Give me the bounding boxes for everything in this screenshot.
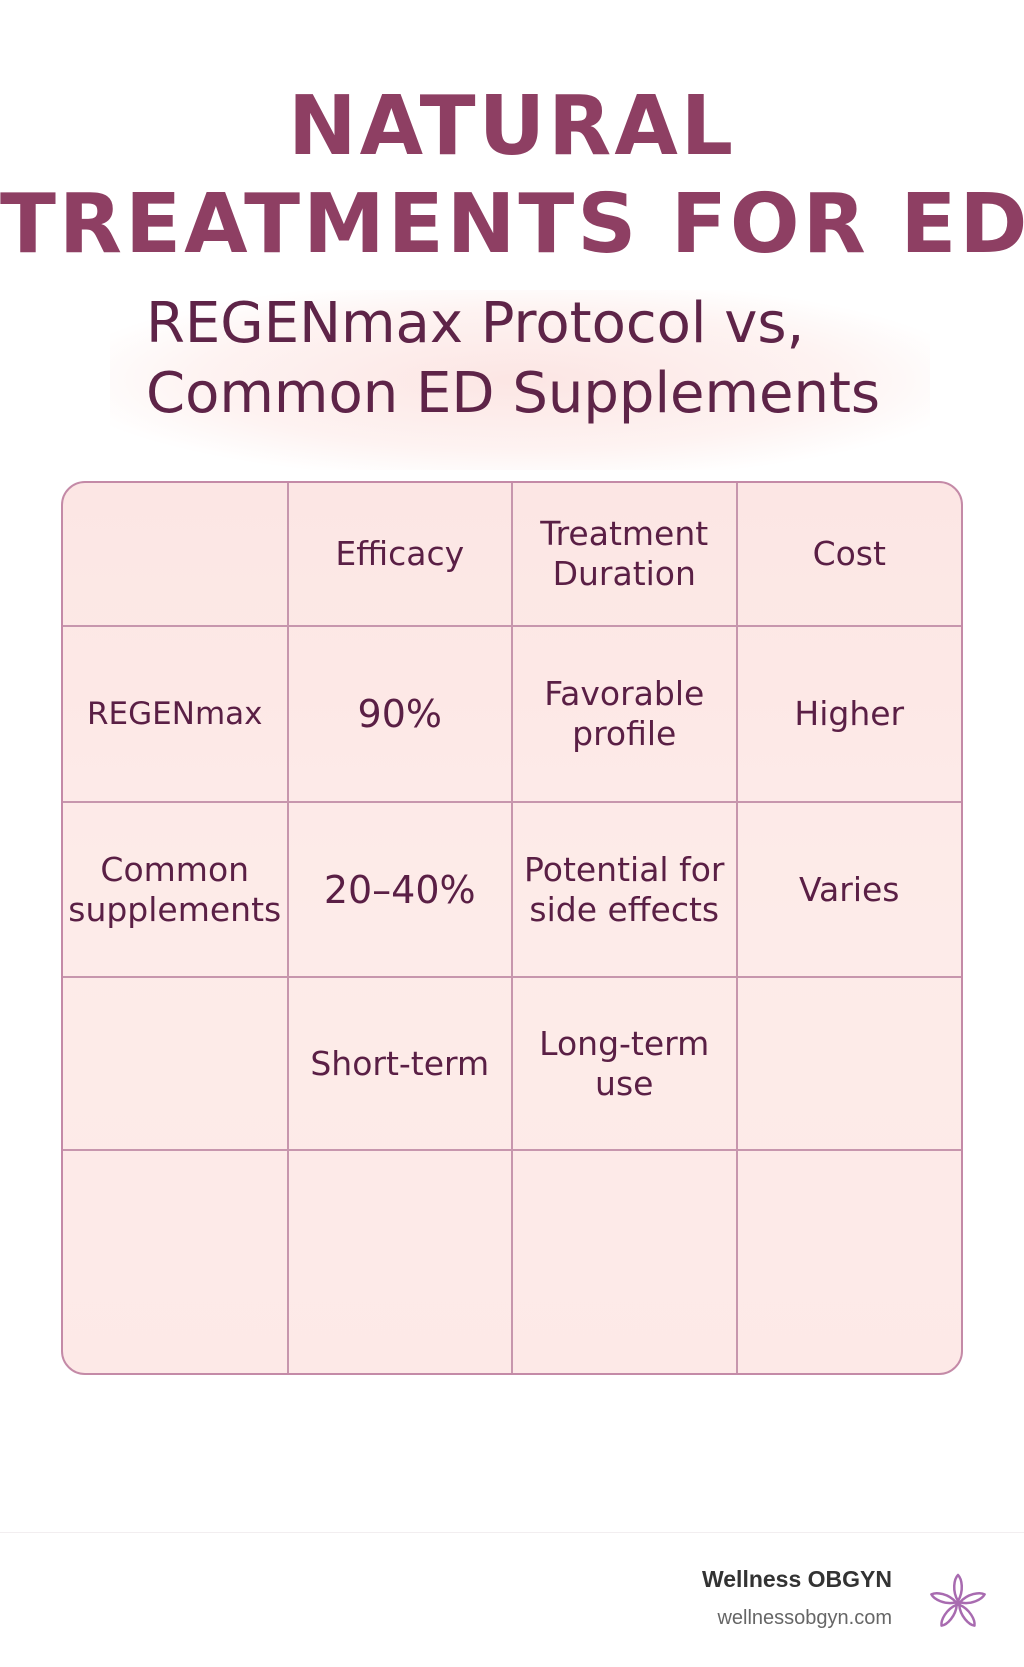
table-cell: Potential for side effects <box>511 801 738 978</box>
row-label-regenmax: REGENmax <box>63 625 289 803</box>
table-cell: Short-term <box>286 976 513 1151</box>
table-cell: Long-term use <box>511 976 738 1151</box>
brand-name: Wellness OBGYN <box>701 1566 892 1592</box>
table-row: REGENmax 90% Favorable profile Higher <box>63 625 961 803</box>
title-line-2: TREATMENTS FOR ED <box>0 177 1024 272</box>
page-title: NATURAL TREATMENTS FOR ED <box>0 78 1024 274</box>
table-cell <box>63 1149 289 1373</box>
table-cell: Favorable profile <box>511 625 738 803</box>
header-cell-cost: Cost <box>735 483 961 627</box>
table-cell <box>511 1149 738 1373</box>
table-cell <box>63 976 289 1151</box>
flower-logo-icon <box>930 1573 986 1627</box>
table-row <box>63 1149 961 1373</box>
table-cell: 20–40% <box>286 801 513 978</box>
table-cell: 90% <box>286 625 513 803</box>
header-cell-treatment-duration: Treatment Duration <box>511 483 738 627</box>
header-cell-efficacy: Efficacy <box>286 483 513 627</box>
table-cell <box>286 1149 513 1373</box>
title-line-1: NATURAL <box>287 79 737 174</box>
table-cell <box>735 976 961 1151</box>
table-row: Common supplements 20–40% Potential for … <box>63 801 961 978</box>
row-label-common-supplements: Common supplements <box>63 801 289 978</box>
table-cell: Varies <box>735 801 961 978</box>
brand-url: wellnessobgyn.com <box>717 1607 892 1629</box>
comparison-table: Efficacy Treatment Duration Cost REGENma… <box>61 481 963 1375</box>
table-cell: Higher <box>735 625 961 803</box>
table-row: Short-term Long-term use <box>63 976 961 1151</box>
subtitle: REGENmax Protocol vs, Common ED Suppleme… <box>110 290 930 470</box>
header-cell-empty <box>63 483 289 627</box>
subtitle-line-1: REGENmax Protocol vs, <box>146 291 805 356</box>
table-header-row: Efficacy Treatment Duration Cost <box>63 483 961 627</box>
table-cell <box>735 1149 961 1373</box>
footer: Wellness OBGYN wellnessobgyn.com <box>0 1532 1024 1667</box>
subtitle-line-2: Common ED Supplements <box>146 361 881 426</box>
